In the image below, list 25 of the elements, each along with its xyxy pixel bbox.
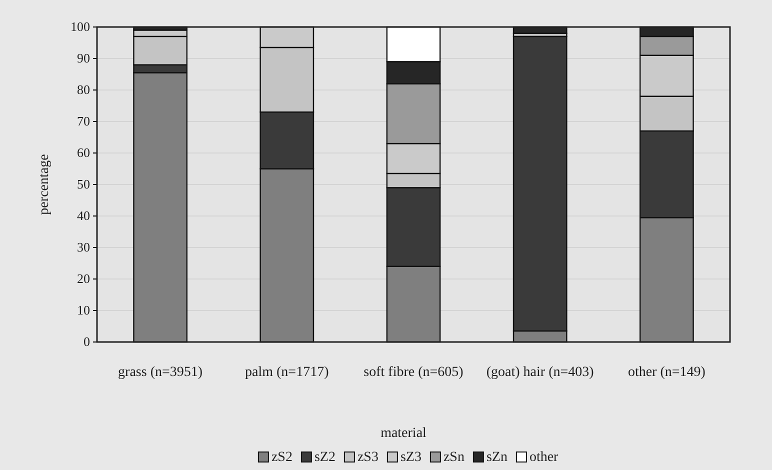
x-tick-label: soft fibre (n=605) [364, 365, 464, 380]
legend-label: zSn [443, 450, 464, 465]
y-tick-label: 10 [77, 302, 90, 318]
y-axis-title: percentage [37, 154, 52, 215]
y-tick-label: 50 [77, 176, 90, 192]
x-tick-label: palm (n=1717) [245, 365, 330, 380]
legend-label: sZn [486, 450, 508, 465]
y-tick-label: 90 [77, 50, 90, 66]
legend-label: zS3 [357, 450, 378, 465]
y-tick-label: 0 [84, 334, 90, 350]
y-tick-label: 60 [77, 145, 90, 160]
legend-label: sZ2 [314, 450, 336, 465]
x-tick-label: (goat) hair (n=403) [486, 365, 594, 380]
legend-label: zS2 [271, 450, 292, 465]
x-axis-title: material [380, 426, 427, 441]
y-tick-label: 70 [77, 114, 90, 129]
y-tick-label: 100 [70, 19, 90, 34]
y-tick-label: 30 [77, 240, 90, 255]
legend-label: other [529, 450, 559, 465]
y-tick-label: 20 [77, 271, 90, 286]
x-tick-label: other (n=149) [628, 365, 706, 380]
x-tick-label: grass (n=3951) [118, 365, 203, 380]
legend-label: sZ3 [400, 450, 422, 465]
y-tick-label: 80 [77, 82, 90, 98]
y-tick-label: 40 [77, 208, 90, 224]
